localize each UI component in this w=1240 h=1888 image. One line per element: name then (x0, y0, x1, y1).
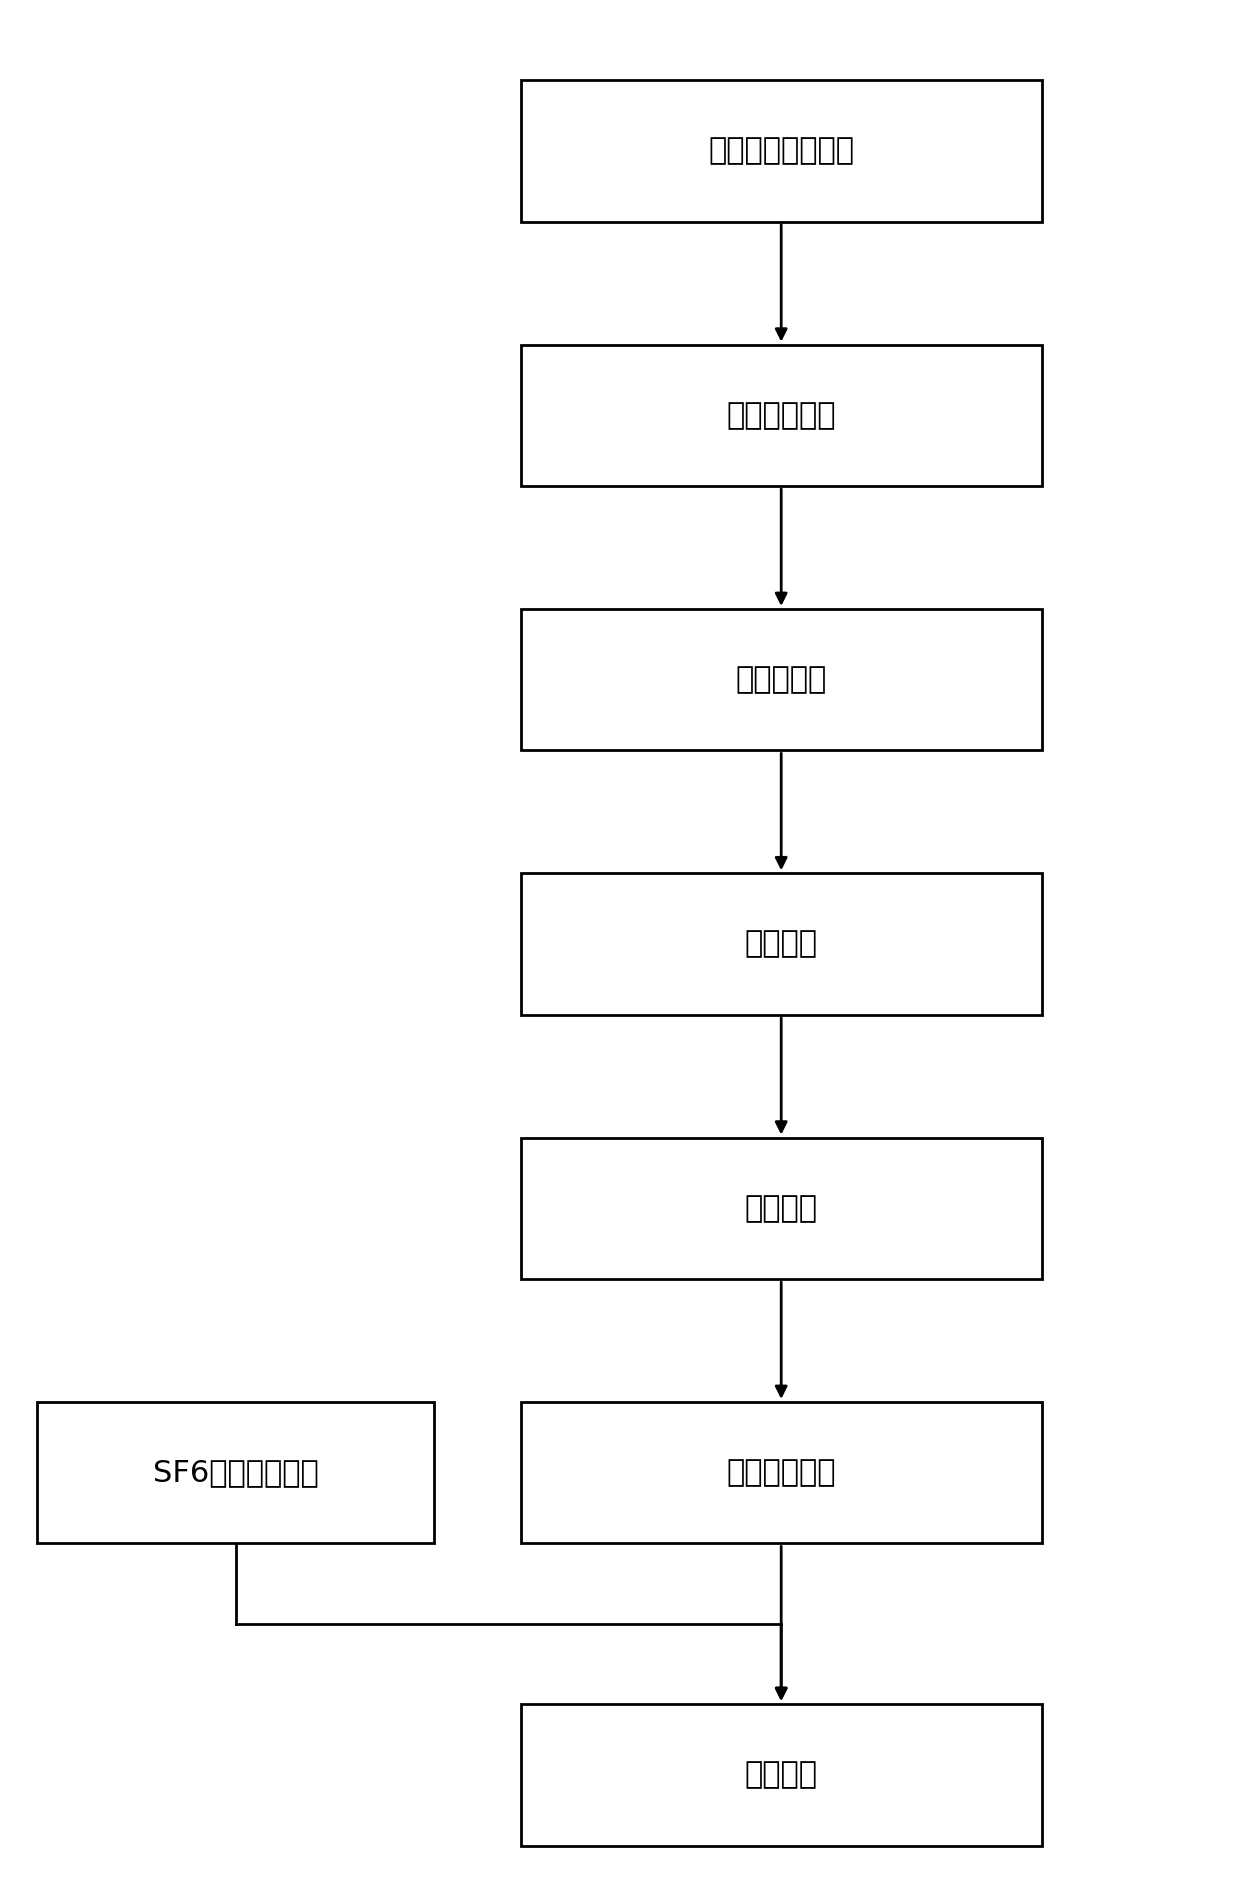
Text: 归一化处理: 归一化处理 (735, 665, 827, 695)
Text: 获取原始红外图像: 获取原始红外图像 (708, 136, 854, 166)
Bar (521, 344, 1042, 485)
Bar (521, 1137, 1042, 1280)
Text: SF6气体浓度标定: SF6气体浓度标定 (153, 1458, 319, 1488)
Bar (521, 1401, 1042, 1544)
Text: 图像显示: 图像显示 (745, 1760, 817, 1790)
Bar (521, 872, 1042, 1016)
Bar (521, 1703, 1042, 1846)
Bar (37, 1401, 434, 1544)
Bar (521, 608, 1042, 750)
Text: 空域滤波: 空域滤波 (745, 929, 817, 959)
Text: 小波去噪: 小波去噪 (745, 1193, 817, 1223)
Text: 灰度线性变换: 灰度线性变换 (727, 1458, 836, 1488)
Text: 非均匀性校正: 非均匀性校正 (727, 400, 836, 430)
Bar (521, 79, 1042, 221)
